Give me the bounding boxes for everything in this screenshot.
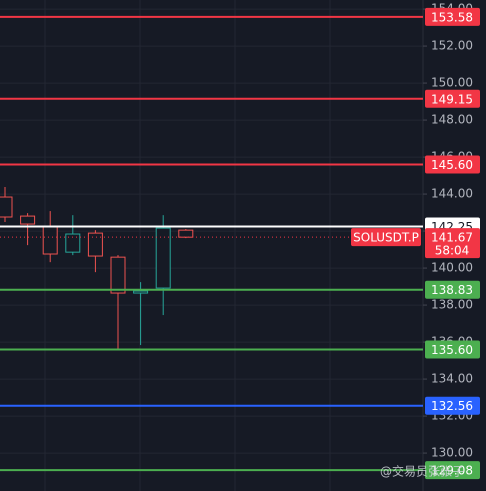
candle-body xyxy=(20,215,36,225)
countdown: 58:04 xyxy=(435,244,470,258)
level-label: 135.60 xyxy=(431,343,473,357)
level-label: 145.60 xyxy=(431,158,473,172)
level-label-bg xyxy=(425,396,480,415)
level-label-bg xyxy=(425,7,480,26)
y-tick-label: 140.00 xyxy=(431,261,473,275)
level-label: 138.83 xyxy=(431,283,473,297)
level-label: 129.08 xyxy=(431,464,473,478)
y-tick-label: 130.00 xyxy=(431,446,473,460)
level-label-bg xyxy=(425,89,480,108)
level-label-bg xyxy=(425,461,480,480)
watermark: @交易员张张子 xyxy=(380,464,464,479)
candle-body xyxy=(110,256,126,294)
y-tick-label: 134.00 xyxy=(431,372,473,386)
level-label: 153.58 xyxy=(431,10,473,24)
candle-body xyxy=(155,227,171,289)
level-label-bg xyxy=(425,280,480,299)
level-label: 149.15 xyxy=(431,92,473,106)
level-label-bg xyxy=(425,340,480,359)
y-tick-label: 152.00 xyxy=(431,39,473,53)
candle-body xyxy=(65,233,81,253)
y-tick-label: 150.00 xyxy=(431,76,473,90)
symbol-label-bg xyxy=(351,228,421,247)
y-tick-label: 138.00 xyxy=(431,298,473,312)
level-label-bg xyxy=(425,155,480,174)
level-label: 132.56 xyxy=(431,399,473,413)
candle-body xyxy=(87,232,103,257)
candle-body xyxy=(42,225,58,255)
candle-body xyxy=(0,196,13,218)
current-price-label: 141.67 xyxy=(431,231,473,245)
symbol-label: SOLUSDT.P xyxy=(353,231,419,245)
candle-body xyxy=(133,290,149,294)
price-label-bg xyxy=(425,228,480,259)
y-tick-label: 148.00 xyxy=(431,113,473,127)
candle-body xyxy=(178,229,194,238)
y-tick-label: 144.00 xyxy=(431,187,473,201)
